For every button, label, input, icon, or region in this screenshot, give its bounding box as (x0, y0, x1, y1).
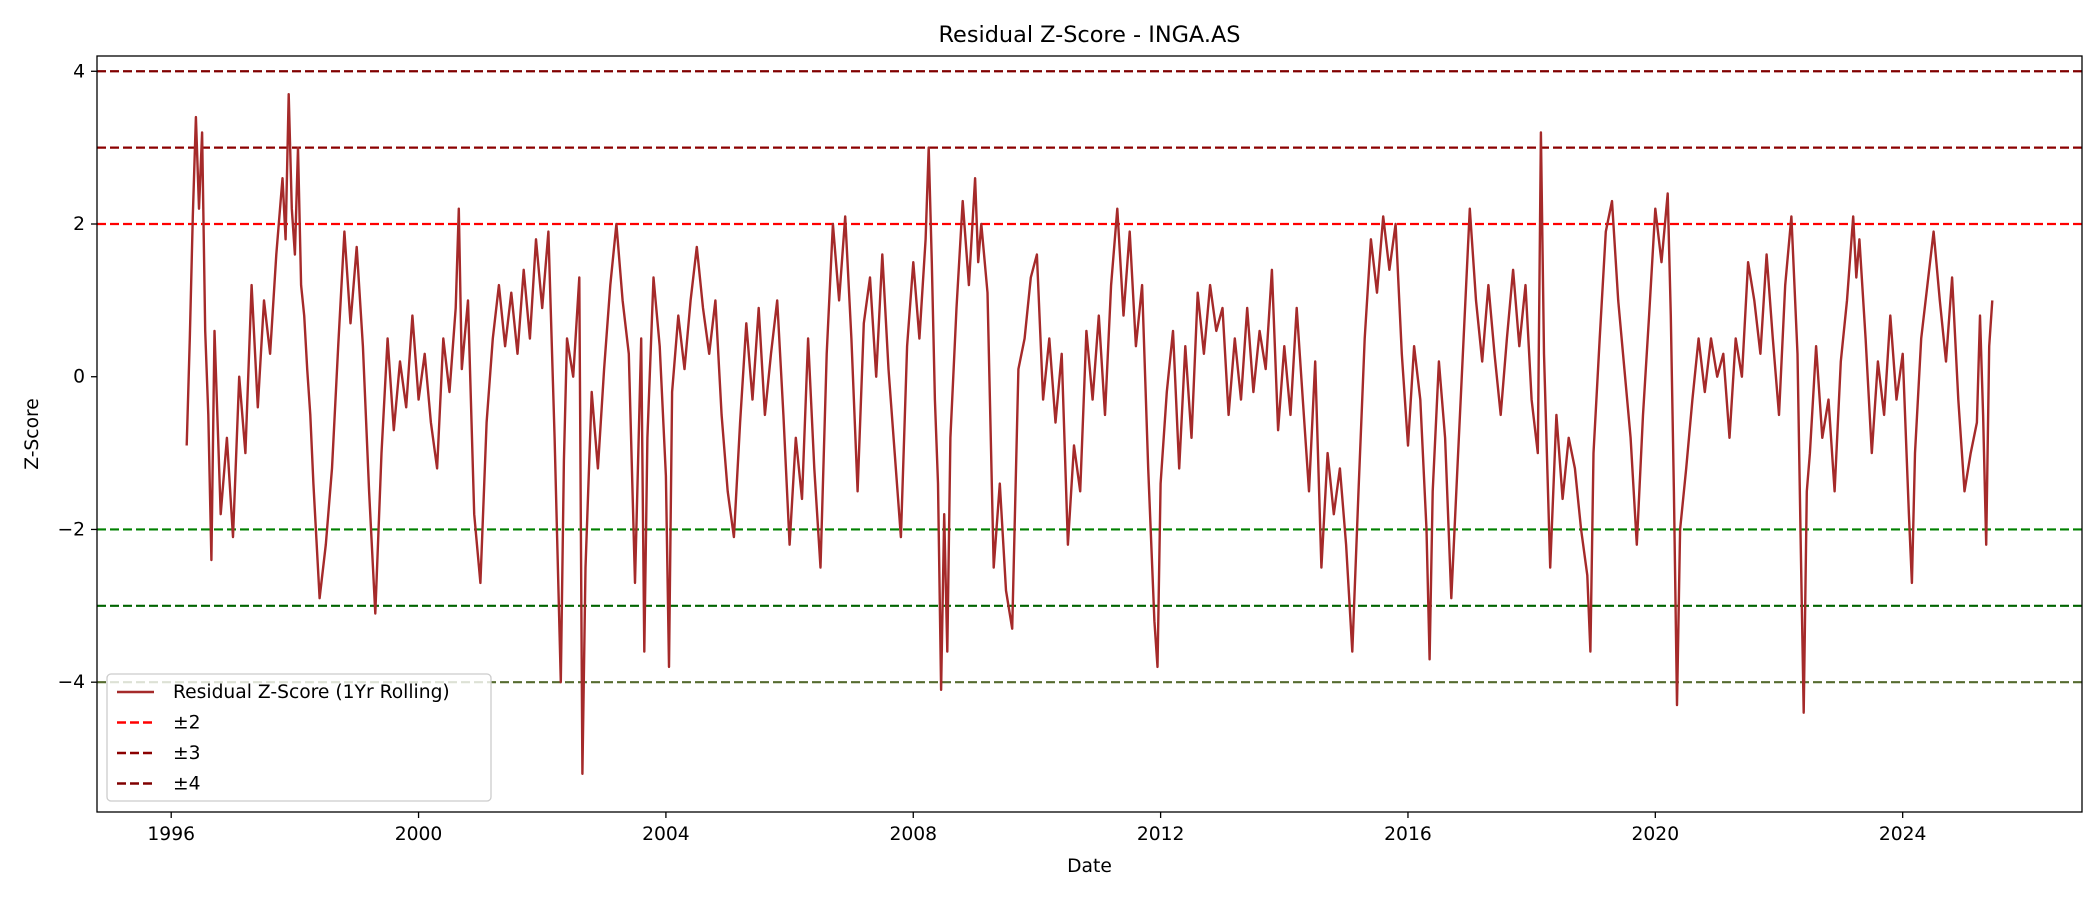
x-tick-label: 2024 (1879, 824, 1927, 845)
x-tick-label: 2000 (395, 824, 443, 845)
legend: Residual Z-Score (1Yr Rolling) ±2 ±3 ±4 (106, 673, 492, 802)
y-axis-label: Z-Score (22, 398, 43, 470)
y-tick-label: −4 (57, 672, 85, 693)
legend-label: ±4 (173, 774, 201, 795)
x-tick-label: 2012 (1137, 824, 1185, 845)
legend-label: ±3 (173, 743, 201, 764)
plot-frame (96, 55, 2083, 813)
x-axis-label: Date (1067, 856, 1112, 877)
x-tick-label: 2008 (889, 824, 937, 845)
legend-label: ±2 (173, 713, 201, 734)
x-tick-label: 2020 (1632, 824, 1680, 845)
plot-area: 1996 2000 2004 2008 2012 2016 2020 2024 4 2 0 −2 −4 (57, 55, 2083, 845)
x-tick-label: 2004 (642, 824, 690, 845)
y-tick-label: −2 (57, 519, 85, 540)
series-line-residual-zscore (185, 93, 1994, 775)
x-tick-label: 2016 (1384, 824, 1432, 845)
x-tick-label: 1996 (147, 824, 195, 845)
y-tick-label: 0 (73, 367, 85, 388)
legend-label: Residual Z-Score (1Yr Rolling) (173, 682, 450, 703)
y-tick-label: 4 (73, 61, 85, 82)
legend-box (106, 673, 492, 802)
chart-title: Residual Z-Score - INGA.AS (939, 22, 1241, 48)
y-tick-label: 2 (73, 214, 85, 235)
